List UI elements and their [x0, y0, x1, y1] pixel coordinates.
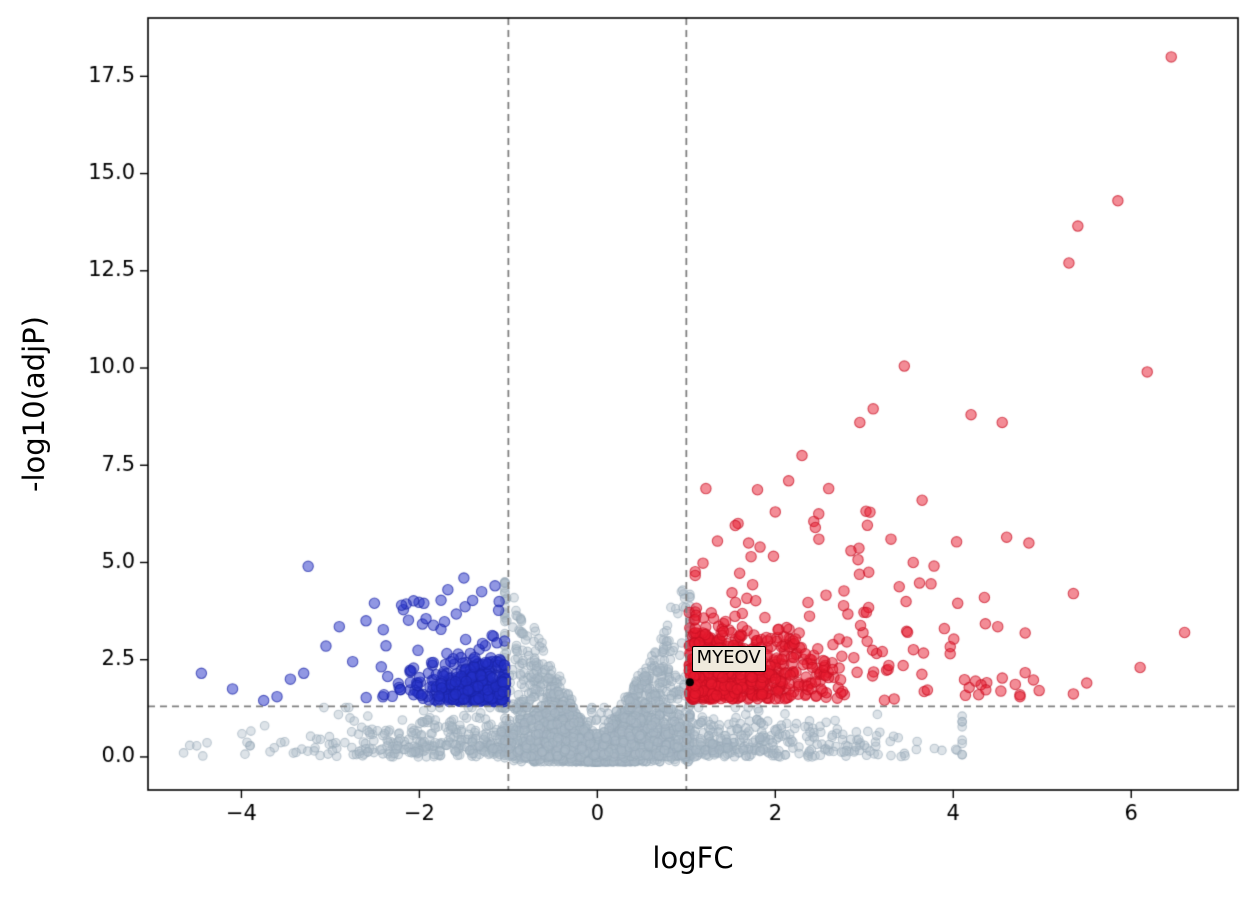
x-axis-label-text: logFC — [652, 841, 734, 875]
y-axis-label-text: -log10(adjP) — [17, 316, 51, 492]
gene-annotation-label: MYEOV — [691, 646, 766, 672]
